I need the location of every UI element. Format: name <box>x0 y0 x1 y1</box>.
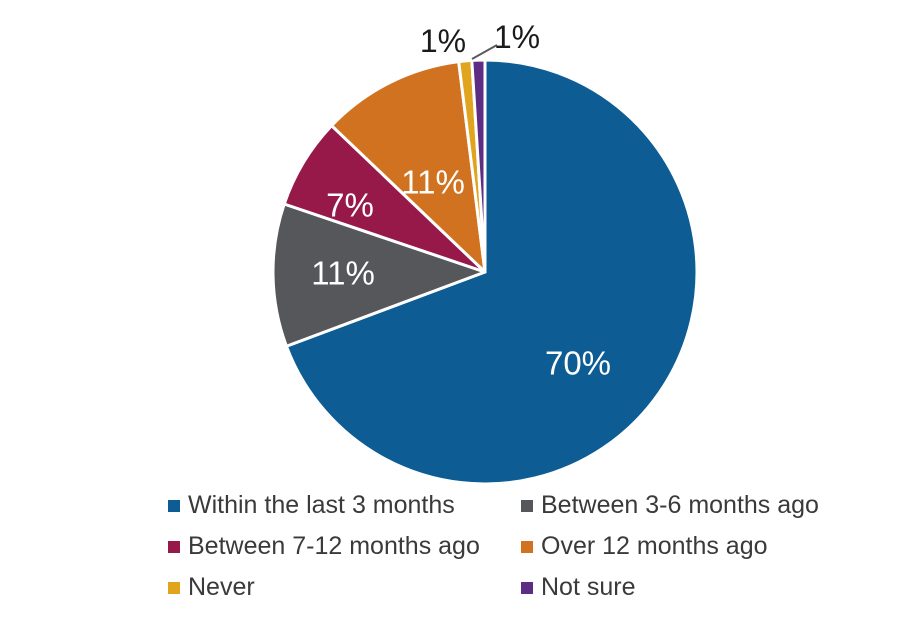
legend-label: Between 7-12 months ago <box>188 532 480 560</box>
legend-swatch-icon-between-3-6-months-ago <box>521 500 533 512</box>
slice-value-label-over-12-months-ago: 11% <box>401 164 465 201</box>
legend-label: Between 3-6 months ago <box>541 491 819 519</box>
legend-swatch-icon-not-sure <box>521 582 533 594</box>
slice-value-label-within-the-last-3-months: 70% <box>545 345 611 382</box>
legend-item-between-3-6-months-ago: Between 3-6 months ago <box>521 491 819 520</box>
legend-label: Not sure <box>541 573 636 601</box>
pie-slice-between-3-6-months-ago <box>271 202 487 348</box>
legend-label: Within the last 3 months <box>188 491 455 519</box>
leader-line-not-sure <box>471 44 498 60</box>
pie-slice-not-sure <box>470 58 487 274</box>
slice-value-label-between-3-6-months-ago: 11% <box>311 255 375 292</box>
slice-value-label-never: 1% <box>420 23 466 59</box>
legend-item-never: Never <box>168 573 521 602</box>
pie-slice-within-the-last-3-months <box>284 58 699 486</box>
legend-swatch-icon-never <box>168 582 180 594</box>
legend-item-between-7-12-months-ago: Between 7-12 months ago <box>168 532 521 561</box>
legend-swatch-icon-between-7-12-months-ago <box>168 541 180 553</box>
legend-item-not-sure: Not sure <box>521 573 819 602</box>
legend-label: Never <box>188 573 255 601</box>
slice-value-label-not-sure: 1% <box>494 19 540 55</box>
legend-item-within-the-last-3-months: Within the last 3 months <box>168 491 521 520</box>
pie-slice-over-12-months-ago <box>330 60 487 274</box>
legend: Within the last 3 months Between 3-6 mont… <box>168 491 819 602</box>
slice-value-label-between-7-12-months-ago: 7% <box>326 187 374 224</box>
legend-item-over-12-months-ago: Over 12 months ago <box>521 532 819 561</box>
legend-swatch-icon-over-12-months-ago <box>521 541 533 553</box>
legend-label: Over 12 months ago <box>541 532 768 560</box>
legend-swatch-icon-within-the-last-3-months <box>168 500 180 512</box>
